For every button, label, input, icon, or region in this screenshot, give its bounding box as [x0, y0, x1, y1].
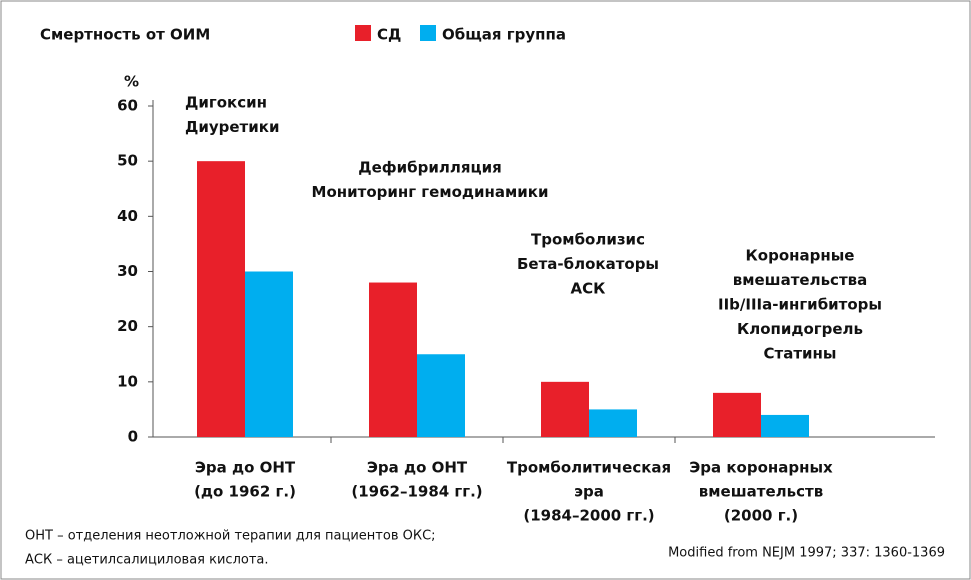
legend-swatch: [420, 25, 436, 41]
annotation: Статины: [764, 345, 837, 363]
y-tick-label: 50: [117, 152, 138, 170]
legend-label: СД: [377, 26, 401, 44]
annotation: Бета-блокаторы: [517, 255, 659, 273]
footnote: ОНТ – отделения неотложной терапии для п…: [25, 529, 436, 544]
y-tick-label: 10: [117, 372, 138, 390]
bar: [369, 282, 417, 437]
x-tick-label: (2000 г.): [724, 507, 798, 525]
x-tick-label: Эра до ОНТ: [195, 459, 296, 477]
annotation: Дефибрилляция: [358, 159, 502, 177]
x-tick-label: (1962–1984 гг.): [351, 483, 482, 501]
x-tick-label: (до 1962 г.): [194, 483, 296, 501]
x-tick-label: Тромболитическая: [507, 459, 671, 477]
x-tick-label: вмешательств: [699, 483, 823, 501]
x-tick-label: Эра коронарных: [689, 459, 833, 477]
y-tick-label: 60: [117, 97, 138, 115]
annotation: IIb/IIIa-ингибиторы: [718, 296, 882, 314]
x-tick-label: (1984–2000 гг.): [523, 507, 654, 525]
x-tick-label: эра: [574, 483, 604, 501]
annotation: Дигоксин: [185, 94, 267, 112]
y-axis-label: %: [124, 73, 139, 91]
bar: [245, 271, 293, 437]
annotation: Диуретики: [185, 118, 279, 136]
bar: [417, 354, 465, 437]
annotation: Коронарные: [746, 247, 855, 265]
legend-label: Общая группа: [442, 26, 566, 44]
annotation: Тромболизис: [531, 231, 645, 249]
source: Modified from NEJM 1997; 337: 1360-1369: [668, 546, 945, 561]
legend-swatch: [355, 25, 371, 41]
annotation: вмешательства: [733, 271, 868, 289]
y-tick-label: 0: [128, 428, 138, 446]
annotation: Мониторинг гемодинамики: [312, 183, 549, 201]
annotation: АСК: [571, 280, 607, 298]
chart-title: Смертность от ОИМ: [40, 26, 210, 44]
x-tick-label: Эра до ОНТ: [367, 459, 468, 477]
bar: [197, 161, 245, 437]
y-tick-label: 20: [117, 317, 138, 335]
bar: [713, 392, 761, 437]
bar: [761, 414, 809, 437]
y-tick-label: 40: [117, 207, 138, 225]
footnote: АСК – ацетилсалициловая кислота.: [25, 553, 269, 568]
y-tick-label: 30: [117, 262, 138, 280]
annotation: Клопидогрель: [737, 320, 863, 338]
bar: [589, 409, 637, 437]
bar: [541, 381, 589, 437]
